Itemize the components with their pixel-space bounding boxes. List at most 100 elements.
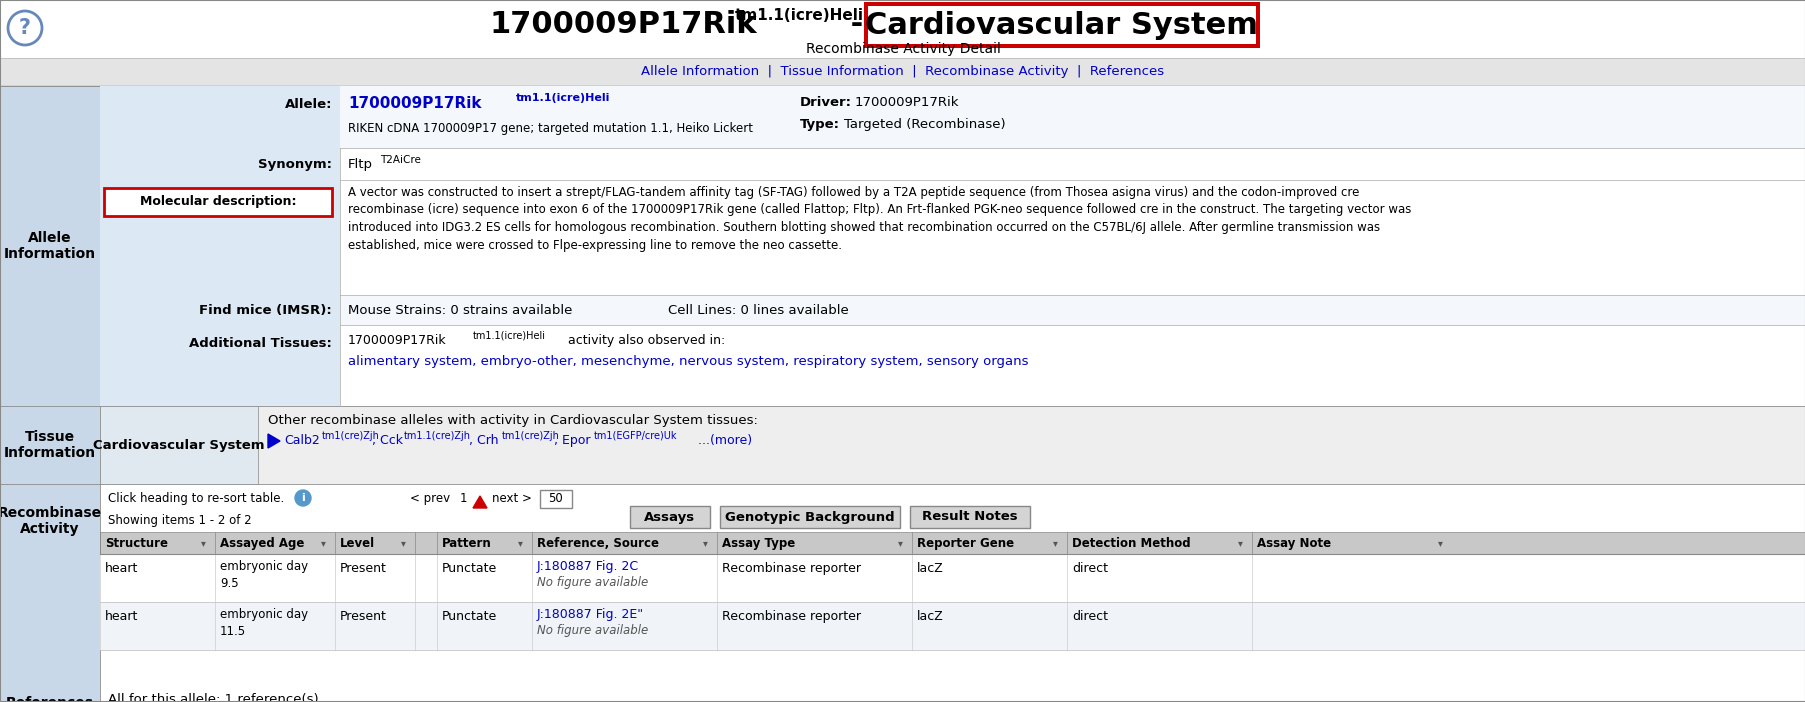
Text: Calb2: Calb2	[283, 434, 319, 447]
Bar	[0, 58, 1805, 86]
Text: direct: direct	[1072, 562, 1108, 575]
Bar	[99, 532, 1805, 554]
Bar	[99, 148, 339, 180]
Text: ▾: ▾	[200, 538, 206, 548]
Bar	[99, 86, 1805, 406]
Text: Synonym:: Synonym:	[258, 158, 332, 171]
Text: direct: direct	[1072, 610, 1108, 623]
Text: Reporter Gene: Reporter Gene	[917, 537, 1014, 550]
Text: ...(more): ...(more)	[693, 434, 751, 447]
Text: Tissue
Information: Tissue Information	[4, 430, 96, 460]
Bar	[99, 295, 339, 325]
Text: 1700009P17Rik: 1700009P17Rik	[348, 334, 446, 347]
Text: tm1.1(icre)Heli: tm1.1(icre)Heli	[516, 93, 610, 103]
Bar	[99, 86, 339, 406]
Text: lacZ: lacZ	[917, 610, 944, 623]
Bar	[0, 406, 99, 484]
Text: , Epor: , Epor	[554, 434, 590, 447]
Text: ▾: ▾	[702, 538, 708, 548]
Text: ▾: ▾	[1437, 538, 1442, 548]
Text: tm1(cre)Zjh: tm1(cre)Zjh	[321, 431, 379, 441]
Polygon shape	[267, 434, 280, 448]
Text: lacZ: lacZ	[917, 562, 944, 575]
Text: tm1.1(icre)Heli: tm1.1(icre)Heli	[473, 331, 545, 341]
Text: -: -	[839, 10, 874, 39]
Bar	[99, 554, 1805, 602]
Text: Assayed Age: Assayed Age	[220, 537, 305, 550]
Text: Recombinase reporter: Recombinase reporter	[722, 562, 861, 575]
Text: < prev: < prev	[410, 492, 449, 505]
Text: Mouse Strains: 0 strains available: Mouse Strains: 0 strains available	[348, 304, 572, 317]
Text: Find mice (IMSR):: Find mice (IMSR):	[199, 304, 332, 317]
Text: next >: next >	[491, 492, 532, 505]
Text: J:180887 Fig. 2C: J:180887 Fig. 2C	[536, 560, 639, 573]
Text: Reference, Source: Reference, Source	[536, 537, 659, 550]
Text: , Cck: , Cck	[372, 434, 403, 447]
Text: RIKEN cDNA 1700009P17 gene; targeted mutation 1.1, Heiko Lickert: RIKEN cDNA 1700009P17 gene; targeted mut…	[348, 122, 753, 135]
Text: Level: Level	[339, 537, 375, 550]
Text: 1700009P17Rik: 1700009P17Rik	[854, 96, 958, 109]
Text: Other recombinase alleles with activity in Cardiovascular System tissues:: Other recombinase alleles with activity …	[267, 414, 758, 427]
Text: heart: heart	[105, 610, 139, 623]
Bar	[630, 506, 709, 528]
Text: Present: Present	[339, 562, 386, 575]
Text: Targeted (Recombinase): Targeted (Recombinase)	[843, 118, 1005, 131]
Bar	[99, 295, 1805, 325]
Text: tm1.1(icre)Heli: tm1.1(icre)Heli	[735, 8, 863, 23]
Bar	[99, 406, 1805, 484]
Bar	[0, 484, 99, 702]
Text: Molecular description:: Molecular description:	[139, 195, 296, 208]
Text: Recombinase
Activity: Recombinase Activity	[0, 506, 103, 536]
Text: alimentary system, embryo-other, mesenchyme, nervous system, respiratory system,: alimentary system, embryo-other, mesench…	[348, 355, 1027, 368]
Bar	[99, 180, 339, 295]
Circle shape	[294, 490, 310, 506]
Bar	[720, 506, 899, 528]
Text: tm1(EGFP/cre)Uk: tm1(EGFP/cre)Uk	[594, 431, 677, 441]
Bar	[0, 86, 1805, 702]
Text: Type:: Type:	[800, 118, 839, 131]
Bar	[99, 295, 339, 325]
Text: ?: ?	[20, 18, 31, 38]
Text: Punctate: Punctate	[442, 562, 496, 575]
Text: Click heading to re-sort table.: Click heading to re-sort table.	[108, 492, 283, 505]
Text: activity also observed in:: activity also observed in:	[569, 334, 726, 347]
Text: No figure available: No figure available	[536, 624, 648, 637]
Text: 1700009P17Rik: 1700009P17Rik	[489, 10, 758, 39]
Text: ▾: ▾	[897, 538, 902, 548]
Bar	[910, 506, 1029, 528]
Text: No figure available: No figure available	[536, 576, 648, 589]
Text: Assays: Assays	[644, 510, 695, 524]
Bar	[99, 484, 1805, 702]
Text: ▾: ▾	[518, 538, 522, 548]
Text: Cardiovascular System: Cardiovascular System	[94, 439, 265, 451]
Text: Assay Note: Assay Note	[1256, 537, 1330, 550]
Text: Recombinase reporter: Recombinase reporter	[722, 610, 861, 623]
Bar	[99, 602, 1805, 650]
Text: Detection Method: Detection Method	[1072, 537, 1189, 550]
Text: Allele:: Allele:	[285, 98, 332, 111]
Text: , Crh: , Crh	[469, 434, 498, 447]
Text: Cardiovascular System: Cardiovascular System	[865, 11, 1258, 39]
Bar	[99, 325, 339, 380]
Text: A vector was constructed to insert a strept/FLAG-tandem affinity tag (SF-TAG) fo: A vector was constructed to insert a str…	[348, 186, 1410, 251]
Bar	[540, 490, 572, 508]
Text: Recombinase Activity Detail: Recombinase Activity Detail	[805, 42, 1000, 56]
Text: 50: 50	[549, 493, 563, 505]
Text: Allele
Information: Allele Information	[4, 231, 96, 261]
Text: i: i	[301, 493, 305, 503]
Text: T2AiCre: T2AiCre	[379, 155, 421, 165]
Bar	[105, 188, 332, 216]
Bar	[99, 86, 1805, 148]
Bar	[99, 406, 258, 484]
Text: tm1.1(cre)Zjh: tm1.1(cre)Zjh	[404, 431, 471, 441]
Text: embryonic day
11.5: embryonic day 11.5	[220, 608, 309, 638]
Text: Driver:: Driver:	[800, 96, 852, 109]
Text: Assay Type: Assay Type	[722, 537, 794, 550]
Text: Present: Present	[339, 610, 386, 623]
Text: J:180887 Fig. 2E": J:180887 Fig. 2E"	[536, 608, 644, 621]
Text: Cell Lines: 0 lines available: Cell Lines: 0 lines available	[668, 304, 848, 317]
Text: 1700009P17Rik: 1700009P17Rik	[348, 96, 482, 111]
Text: ▾: ▾	[1052, 538, 1058, 548]
Text: ▾: ▾	[1236, 538, 1242, 548]
Text: Additional Tissues:: Additional Tissues:	[190, 337, 332, 350]
